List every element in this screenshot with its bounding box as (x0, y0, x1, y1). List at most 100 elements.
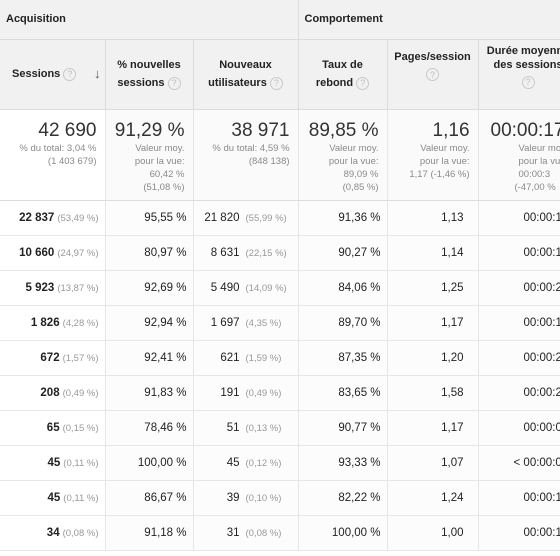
cell-sessions: 10 660 (24,97 %) (0, 235, 106, 271)
cell-bounce-rate: 87,35 % (298, 340, 388, 376)
sessions-percent: (0,49 %) (62, 387, 99, 399)
sessions-value: 208 (40, 386, 60, 399)
cell-new-users: 5 490 (14,09 %) (193, 270, 299, 306)
sessions-value: 45 (47, 456, 61, 469)
total-sessions-note: (1 403 679) (47, 155, 97, 167)
help-circle-icon[interactable]: ? (167, 76, 181, 90)
help-circle-icon[interactable]: ? (521, 75, 535, 89)
cell-new-sessions: 80,97 % (105, 235, 194, 271)
table-row[interactable]: 208 (0,49 %) 91,83 % 191 (0,49 %) 83,65 % 1,58… (0, 375, 560, 411)
new-users-value: 8 631 (210, 246, 240, 259)
column-header-new-sessions[interactable]: % nouvelles sessions ? (105, 39, 194, 110)
cell-new-users: 1 697 (4,35 %) (193, 305, 299, 341)
new-users-percent: (0,10 %) (245, 492, 282, 504)
help-circle-icon[interactable]: ? (63, 67, 77, 81)
total-note: Valeur moy. (420, 142, 470, 154)
table-row[interactable]: 5 923 (13,87 %) 92,69 % 5 490 (14,09 %) 84,06… (0, 270, 560, 306)
column-header-sessions[interactable]: Sessions ? ↓ (0, 39, 106, 110)
column-header-avg-duration[interactable]: Durée moyenne des sessions ? (478, 39, 560, 110)
total-note: Valeur moy (518, 142, 560, 154)
new-users-value: 1 697 (210, 316, 240, 329)
cell-sessions: 22 837 (53,49 %) (0, 200, 106, 236)
new-users-value: 51 (226, 421, 240, 434)
column-label-pages: Pages/session (394, 50, 471, 63)
total-note: 60,42 % (149, 168, 185, 180)
sessions-percent: (1,57 %) (62, 352, 99, 364)
sessions-percent: (0,11 %) (63, 492, 99, 504)
new-users-percent: (22,15 %) (245, 247, 287, 259)
total-note: 1,17 (-1,46 %) (409, 168, 470, 180)
cell-new-users: 191 (0,49 %) (193, 375, 299, 411)
column-label-bounce-2: rebond (315, 77, 354, 89)
sessions-percent: (53,49 %) (57, 212, 99, 224)
cell-new-users: 39 (0,10 %) (193, 480, 299, 516)
cell-pages-session: 1,07 (387, 445, 479, 481)
sessions-value: 45 (47, 491, 61, 504)
cell-avg-duration: 00:00:1 (478, 305, 560, 341)
column-label-new-users-2: utilisateurs (208, 77, 267, 89)
total-note: Valeur moy. (135, 142, 185, 154)
new-users-value: 39 (226, 491, 240, 504)
sessions-percent: (24,97 %) (57, 247, 99, 259)
cell-pages-session: 1,20 (387, 340, 479, 376)
cell-bounce-rate: 90,77 % (298, 410, 388, 446)
table-row[interactable]: 34 (0,08 %) 91,18 % 31 (0,08 %) 100,00 % 1,00 0… (0, 515, 560, 551)
total-pages-value: 1,16 (432, 119, 470, 141)
column-header-bounce-rate[interactable]: Taux de rebond ? (298, 39, 388, 110)
total-note: pour la vue: (328, 155, 379, 167)
column-header-pages-session[interactable]: Pages/session ? (387, 39, 479, 110)
table-row[interactable]: 672 (1,57 %) 92,41 % 621 (1,59 %) 87,35 % 1,20… (0, 340, 560, 376)
table-row[interactable]: 22 837 (53,49 %) 95,55 % 21 820 (55,99 %) 91,… (0, 200, 560, 236)
data-rows: 22 837 (53,49 %) 95,55 % 21 820 (55,99 %) 91,… (0, 200, 560, 551)
total-note: Valeur moy. (329, 142, 379, 154)
cell-new-sessions: 86,67 % (105, 480, 194, 516)
column-label-duration-1: Durée moyenne (486, 44, 560, 57)
cell-avg-duration: 00:00:0 (478, 410, 560, 446)
column-label-bounce-1: Taux de (322, 59, 363, 71)
column-label-sessions: Sessions (12, 68, 61, 80)
total-note: % du total: 4,59 % (212, 142, 290, 154)
cell-new-sessions: 92,69 % (105, 270, 194, 306)
cell-bounce-rate: 100,00 % (298, 515, 388, 551)
cell-pages-session: 1,24 (387, 480, 479, 516)
sessions-percent: (0,11 %) (63, 457, 99, 469)
cell-new-users: 8 631 (22,15 %) (193, 235, 299, 271)
table-row[interactable]: 10 660 (24,97 %) 80,97 % 8 631 (22,15 %) 90,2… (0, 235, 560, 271)
total-sessions-note: % du total: 3,04 % (19, 142, 97, 154)
help-circle-icon[interactable]: ? (269, 76, 283, 90)
cell-avg-duration: 00:00:1 (478, 235, 560, 271)
cell-new-sessions: 91,83 % (105, 375, 194, 411)
new-users-percent: (1,59 %) (245, 352, 282, 364)
cell-pages-session: 1,13 (387, 200, 479, 236)
column-header-new-users[interactable]: Nouveaux utilisateurs ? (193, 39, 299, 110)
total-bounce-rate: 89,85 % Valeur moy. pour la vue: 89,09 %… (298, 109, 388, 201)
cell-sessions: 45 (0,11 %) (0, 480, 106, 516)
help-circle-icon[interactable]: ? (356, 76, 370, 90)
table-row[interactable]: 65 (0,15 %) 78,46 % 51 (0,13 %) 90,77 % 1,17 00… (0, 410, 560, 446)
cell-avg-duration: 00:00:1 (478, 480, 560, 516)
cell-sessions: 65 (0,15 %) (0, 410, 106, 446)
cell-new-users: 21 820 (55,99 %) (193, 200, 299, 236)
sort-down-arrow-icon[interactable]: ↓ (94, 65, 101, 81)
table-row[interactable]: 45 (0,11 %) 86,67 % 39 (0,10 %) 82,22 % 1,24 00… (0, 480, 560, 516)
sessions-value: 65 (46, 421, 60, 434)
table-row[interactable]: 1 826 (4,28 %) 92,94 % 1 697 (4,35 %) 89,70 %… (0, 305, 560, 341)
table-row[interactable]: 45 (0,11 %) 100,00 % 45 (0,12 %) 93,33 % 1,07 <… (0, 445, 560, 481)
cell-bounce-rate: 82,22 % (298, 480, 388, 516)
total-note: pour la vue (518, 155, 560, 167)
new-users-percent: (14,09 %) (245, 282, 287, 294)
cell-bounce-rate: 93,33 % (298, 445, 388, 481)
cell-pages-session: 1,25 (387, 270, 479, 306)
new-users-percent: (4,35 %) (245, 317, 282, 329)
new-users-percent: (55,99 %) (245, 212, 287, 224)
cell-avg-duration: 00:00:2 (478, 270, 560, 306)
cell-sessions: 5 923 (13,87 %) (0, 270, 106, 306)
help-circle-icon[interactable]: ? (426, 68, 440, 82)
sessions-percent: (13,87 %) (57, 282, 99, 294)
cell-bounce-rate: 91,36 % (298, 200, 388, 236)
new-users-value: 31 (226, 526, 240, 539)
total-note: (848 138) (248, 155, 290, 167)
sessions-percent: (0,08 %) (62, 527, 99, 539)
totals-row: 42 690 % du total: 3,04 % (1 403 679) 91… (0, 109, 560, 201)
